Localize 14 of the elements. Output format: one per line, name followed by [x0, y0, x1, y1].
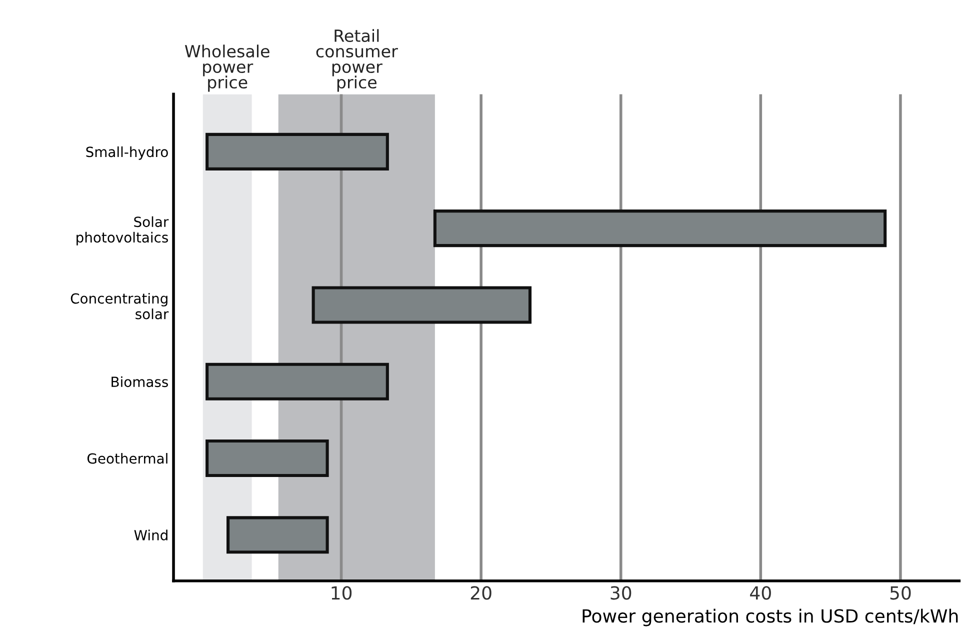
- x-tick-label: 50: [890, 586, 911, 600]
- band-label: Retail consumer power price: [316, 29, 398, 92]
- y-tick-label: Biomass: [112, 376, 168, 388]
- y-tick-label: Wind: [134, 530, 168, 540]
- y-tick-label: Concentrating solar: [70, 292, 169, 320]
- x-tick-label: 30: [610, 586, 632, 600]
- band-label: Wholesale power price: [184, 44, 270, 92]
- y-tick-label: Solar photovoltaics: [76, 216, 169, 246]
- x-tick-label: 20: [470, 586, 492, 600]
- x-tick-label: 40: [750, 586, 771, 600]
- y-tick-label: Geothermal: [87, 452, 168, 464]
- x-axis-title: Power generation costs in USD cents/kWh: [582, 608, 958, 626]
- x-tick-label: 10: [332, 586, 352, 600]
- y-tick-label: Small-hydro: [86, 146, 168, 160]
